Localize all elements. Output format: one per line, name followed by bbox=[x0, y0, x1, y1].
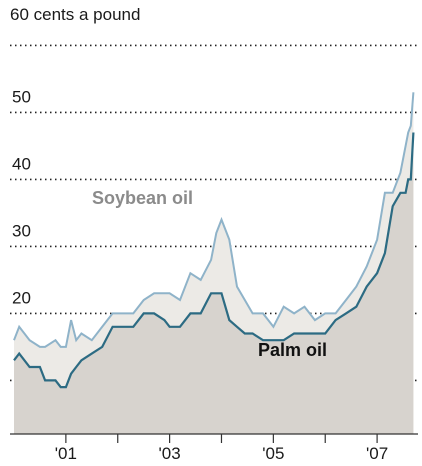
palm-oil-line bbox=[13, 132, 415, 389]
y-tick-label: 40 bbox=[12, 154, 31, 173]
y-tick-label: 30 bbox=[12, 221, 31, 240]
y-tick-label: 20 bbox=[12, 288, 31, 307]
palm-oil-area bbox=[14, 132, 414, 434]
y-tick-label: 50 bbox=[12, 87, 31, 106]
y-tick-labels: 20 30 40 50 bbox=[12, 87, 31, 307]
soybean-oil-label: Soybean oil bbox=[92, 188, 193, 208]
x-ticks: '01 '03 '05 '07 bbox=[55, 434, 388, 463]
x-tick-label: '05 bbox=[262, 444, 284, 463]
x-tick-label: '03 bbox=[159, 444, 181, 463]
x-tick-label: '01 bbox=[55, 444, 77, 463]
unit-label: 60 cents a pound bbox=[10, 5, 140, 24]
soybean-oil-line bbox=[13, 92, 415, 348]
palm-oil-label: Palm oil bbox=[258, 340, 327, 360]
x-tick-label: '07 bbox=[366, 444, 388, 463]
